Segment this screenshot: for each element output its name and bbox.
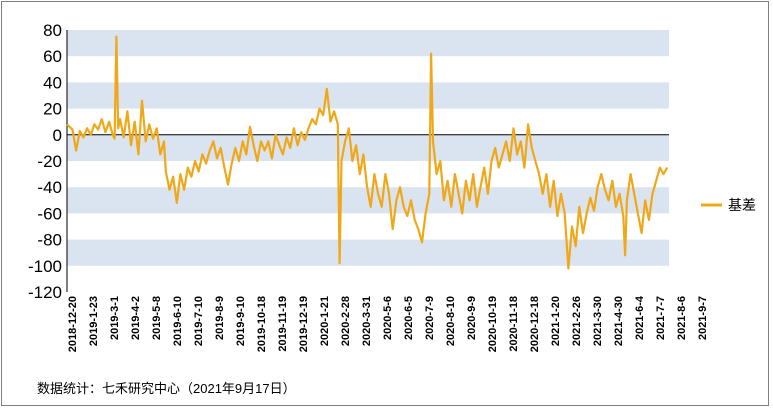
y-tick-label: 40 bbox=[43, 73, 62, 92]
x-tick-label: 2019-12-19 bbox=[298, 296, 310, 352]
x-tick-label: 2020-5-6 bbox=[382, 296, 394, 340]
x-tick-labels: 2018-12-20 2019-1-23 2019-3-1 2019-4-2 2019-… bbox=[67, 295, 709, 352]
x-tick-label: 2019-5-8 bbox=[151, 296, 163, 340]
x-tick-label: 2020-11-18 bbox=[508, 296, 520, 352]
x-tick-label: 2018-12-20 bbox=[67, 296, 79, 352]
y-tick-label: 20 bbox=[43, 100, 62, 119]
x-tick-label: 2020-12-18 bbox=[529, 296, 541, 352]
x-tick-label: 2021-9-7 bbox=[697, 296, 709, 340]
x-tick-label: 2021-6-4 bbox=[634, 295, 646, 340]
y-tick-label: -20 bbox=[37, 152, 62, 171]
grid-band bbox=[67, 134, 669, 161]
y-tick-label: 80 bbox=[43, 21, 62, 40]
y-tick-labels: 80 60 40 20 0 -20 -40 -60 -80 -100 -120 bbox=[28, 21, 62, 302]
y-tick-label: -40 bbox=[37, 178, 62, 197]
x-tick-label: 2020-7-9 bbox=[424, 296, 436, 340]
x-tick-label: 2019-10-18 bbox=[256, 296, 268, 352]
x-tick-label: 2019-6-10 bbox=[172, 296, 184, 346]
x-tick-label: 2019-4-2 bbox=[130, 296, 142, 340]
x-tick-label: 2021-4-30 bbox=[613, 296, 625, 346]
y-tick-label: -120 bbox=[28, 283, 62, 302]
x-tick-label: 2020-10-19 bbox=[487, 296, 499, 352]
series-line-基差 bbox=[66, 35, 669, 270]
grid-band bbox=[67, 239, 669, 266]
y-tick-label: 0 bbox=[53, 126, 62, 145]
x-tick-label: 2020-3-31 bbox=[361, 296, 373, 346]
x-tick-label: 2021-7-7 bbox=[655, 296, 667, 340]
x-tick-label: 2020-9-9 bbox=[466, 296, 478, 340]
y-tick-label: -100 bbox=[28, 257, 62, 276]
grid-band bbox=[67, 30, 669, 57]
background-bands bbox=[67, 30, 669, 266]
x-tick-label: 2019-9-10 bbox=[235, 296, 247, 346]
y-tick-label: -60 bbox=[37, 204, 62, 223]
x-tick-label: 2019-7-10 bbox=[193, 296, 205, 346]
source-note: 数据统计：七禾研究中心（2021年9月17日） bbox=[37, 381, 296, 396]
x-tick-label: 2019-1-23 bbox=[88, 296, 100, 346]
x-tick-label: 2019-3-1 bbox=[109, 296, 121, 340]
x-tick-label: 2019-8-9 bbox=[214, 296, 226, 340]
x-tick-label: 2020-6-5 bbox=[403, 296, 415, 340]
x-tick-label: 2020-2-28 bbox=[340, 296, 352, 346]
legend-label: 基差 bbox=[728, 197, 756, 213]
x-tick-label: 2021-8-6 bbox=[676, 296, 688, 340]
x-tick-label: 2021-3-30 bbox=[592, 296, 604, 346]
x-tick-label: 2021-2-26 bbox=[571, 296, 583, 346]
x-tick-label: 2020-8-10 bbox=[445, 296, 457, 346]
x-tick-label: 2019-11-19 bbox=[277, 296, 289, 352]
x-tick-label: 2021-1-20 bbox=[550, 296, 562, 346]
legend: 基差 bbox=[701, 197, 756, 213]
x-tick-label: 2020-1-21 bbox=[319, 296, 331, 346]
y-tick-label: 60 bbox=[43, 47, 62, 66]
y-tick-label: -80 bbox=[37, 231, 62, 250]
grid-band bbox=[67, 82, 669, 109]
